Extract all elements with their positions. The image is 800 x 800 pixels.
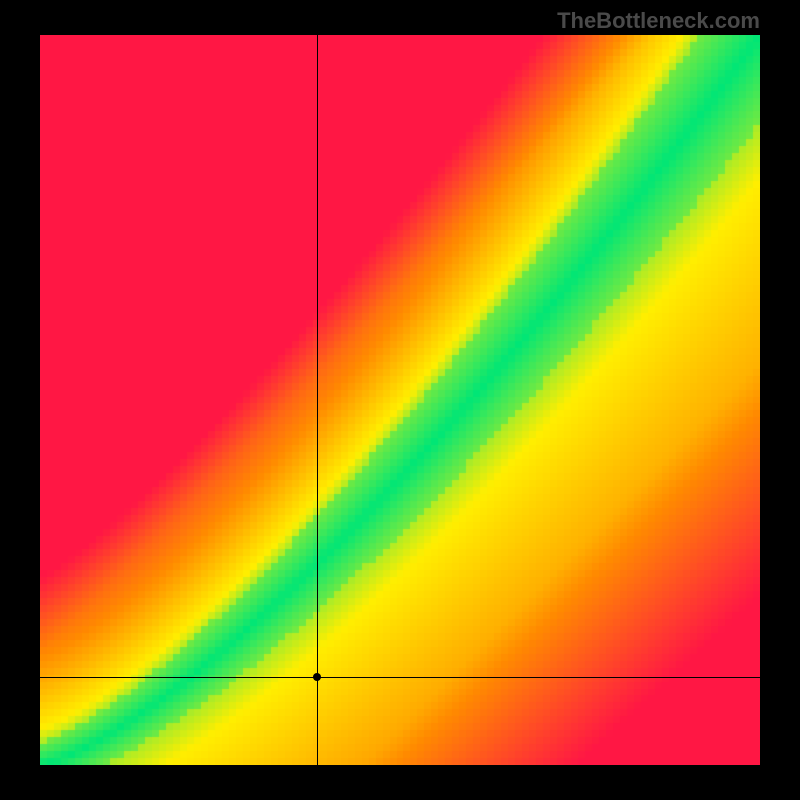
heatmap-plot <box>40 35 760 765</box>
heatmap-canvas <box>40 35 760 765</box>
watermark-text: TheBottleneck.com <box>557 8 760 34</box>
crosshair-vertical <box>317 35 318 765</box>
marker-dot <box>313 673 321 681</box>
crosshair-horizontal <box>40 677 760 678</box>
